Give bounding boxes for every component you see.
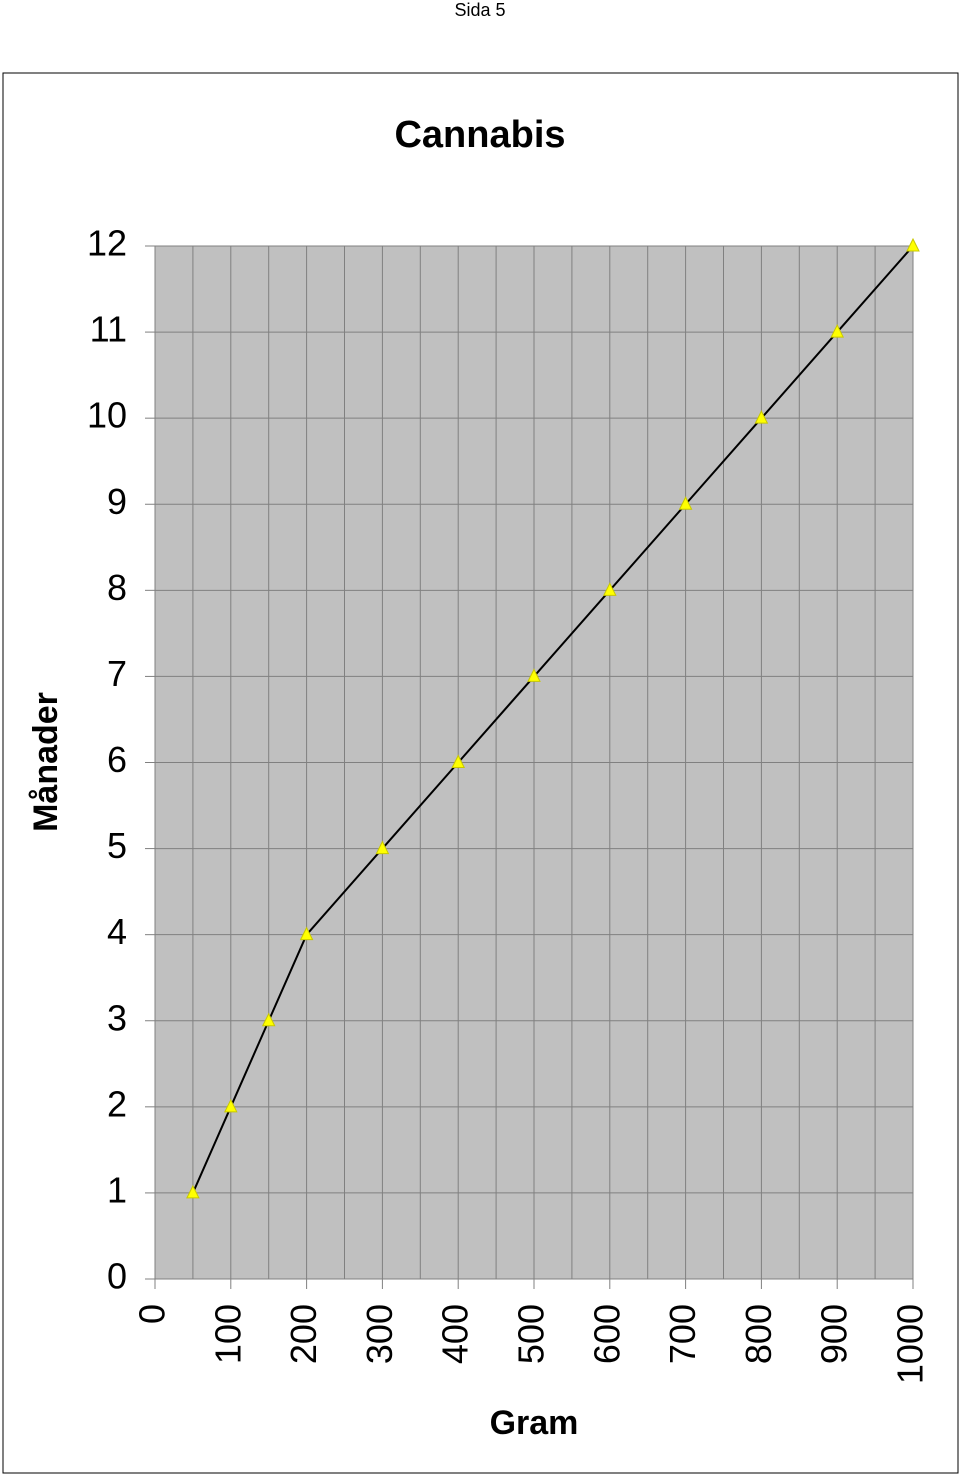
x-tick-label: 800: [738, 1304, 779, 1364]
x-tick-label: 100: [207, 1304, 248, 1364]
y-tick-label: 3: [107, 997, 127, 1038]
data-point: [754, 410, 769, 424]
x-tick-label: 0: [132, 1304, 173, 1324]
data-point: [375, 840, 390, 855]
data-point: [261, 1012, 276, 1027]
x-tick-label: 300: [359, 1304, 400, 1364]
y-tick-label: 8: [107, 567, 127, 608]
y-tick-label: 7: [107, 653, 127, 694]
data-point: [186, 1184, 200, 1199]
y-tick-label: 6: [107, 739, 127, 780]
y-tick-label: 10: [87, 395, 127, 436]
data-point: [678, 496, 693, 510]
y-tick-label: 9: [107, 481, 127, 522]
y-tick-label: 0: [107, 1256, 127, 1297]
y-tick-label: 2: [107, 1083, 127, 1124]
y-axis-label: Månader: [27, 692, 65, 832]
data-point: [451, 754, 466, 768]
y-tick-label: 11: [90, 309, 127, 350]
x-tick-label: 700: [662, 1304, 703, 1364]
y-tick-label: 5: [107, 825, 127, 866]
page-header: Sida 5: [454, 0, 505, 20]
x-tick-label: 900: [814, 1304, 855, 1364]
data-point: [906, 237, 920, 252]
data-line: [191, 245, 914, 1194]
data-point: [223, 1098, 238, 1113]
y-tick-label: 4: [107, 911, 127, 952]
x-tick-label: 200: [283, 1304, 324, 1364]
x-tick-label: 500: [511, 1304, 552, 1364]
x-axis-label: Gram: [490, 1404, 579, 1442]
x-tick-label: 1000: [890, 1304, 931, 1384]
data-point: [527, 668, 541, 682]
data-point: [602, 582, 617, 596]
y-tick-label: 12: [87, 223, 127, 264]
chart-title: Cannabis: [394, 114, 565, 156]
data-point: [830, 323, 845, 338]
y-tick-label: 1: [107, 1169, 127, 1210]
x-tick-label: 400: [435, 1304, 476, 1364]
data-point: [299, 926, 314, 941]
x-tick-label: 600: [586, 1304, 627, 1364]
